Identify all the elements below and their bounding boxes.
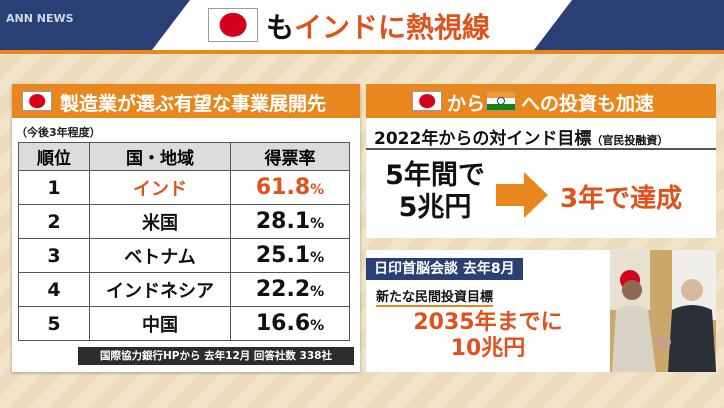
table-row: 4 インドネシア 22.2% (18, 272, 350, 307)
logo: ANN NEWS (6, 12, 74, 25)
rank: 2 (18, 204, 90, 239)
share-value: 16.6 (255, 311, 311, 336)
person-body (612, 305, 656, 372)
column-header: 国・地域 (89, 142, 231, 171)
summit-subtitle: 新たな民間投資目標 (376, 286, 494, 307)
title-main: インドに熱視線 (294, 11, 491, 44)
table-row: 3 ベトナム 25.1% (18, 238, 350, 273)
country: 米国 (89, 204, 231, 239)
share-value: 22.2 (255, 277, 311, 302)
goal-title: 2022年からの対インド目標（官民投融資） (374, 124, 668, 149)
banner-left (0, 0, 190, 50)
person-head (681, 279, 703, 301)
country: ベトナム (89, 238, 231, 273)
arrow (496, 172, 548, 218)
left-header: 製造業が選ぶ有望な事業展開先 (60, 93, 327, 115)
share-unit: % (310, 182, 325, 198)
person-head (622, 280, 642, 300)
left-header-bar (12, 84, 360, 118)
summit-tag: 日印首脳会談 去年8月 (366, 258, 523, 280)
divider (366, 148, 716, 150)
flag-japan (208, 8, 258, 42)
rank: 3 (18, 238, 90, 273)
title-particle: も (266, 11, 295, 44)
handshake (653, 336, 671, 348)
header-rest: への投資も加速 (521, 93, 655, 115)
summit-line: 2035年までに (413, 310, 563, 335)
share-unit: % (310, 318, 325, 334)
share: 22.2% (230, 272, 350, 307)
rank: 1 (18, 170, 90, 205)
arrow-shape (496, 172, 548, 218)
summit-line: 10兆円 (450, 336, 526, 361)
country: インドネシア (89, 272, 231, 307)
plan-line: 5兆円 (398, 192, 472, 223)
flag-india (486, 91, 516, 111)
column-header: 順位 (18, 142, 90, 171)
column-header: 得票率 (230, 142, 350, 171)
share: 61.8% (230, 170, 350, 205)
goal-title-text: 2022年からの対インド目標 (374, 129, 592, 149)
header-from: から (447, 93, 486, 115)
photo (610, 250, 716, 372)
share-value: 25.1 (255, 243, 311, 268)
country: インド (89, 170, 231, 205)
table-row: 5 中国 16.6% (18, 306, 350, 341)
table-row: 1 インド 61.8% (18, 170, 350, 205)
share-unit: % (310, 250, 325, 266)
share: 28.1% (230, 204, 350, 239)
table-row: 2 米国 28.1% (18, 204, 350, 239)
flag-japan (22, 91, 52, 111)
plan: 5年間で 5兆円 (380, 160, 490, 224)
share: 25.1% (230, 238, 350, 273)
person-body (668, 305, 716, 372)
result: 3年で達成 (560, 184, 683, 214)
share-unit: % (310, 216, 325, 232)
share-value: 61.8 (255, 175, 311, 200)
goal-note: （官民投融資） (591, 134, 669, 147)
ranking-table: 順位 国・地域 得票率 1 インド 61.8% 2 米国 28.1% 3 ベトナム 25.1% 4… (18, 142, 350, 341)
share-unit: % (310, 284, 325, 300)
flag-japan (412, 91, 442, 111)
title: もインドに熱視線 (266, 6, 490, 46)
note: （今後3年程度） (16, 126, 101, 139)
share-value: 28.1 (255, 209, 311, 234)
country: 中国 (89, 306, 231, 341)
banner-right (534, 0, 724, 50)
goal-box (366, 118, 716, 238)
rank: 4 (18, 272, 90, 307)
plan-line: 5年間で (385, 160, 485, 191)
summit-goal: 2035年までに 10兆円 (370, 310, 606, 362)
source: 国際協力銀行HPから 去年12月 回答社数 338社 (78, 347, 354, 365)
rank: 5 (18, 306, 90, 341)
share: 16.6% (230, 306, 350, 341)
